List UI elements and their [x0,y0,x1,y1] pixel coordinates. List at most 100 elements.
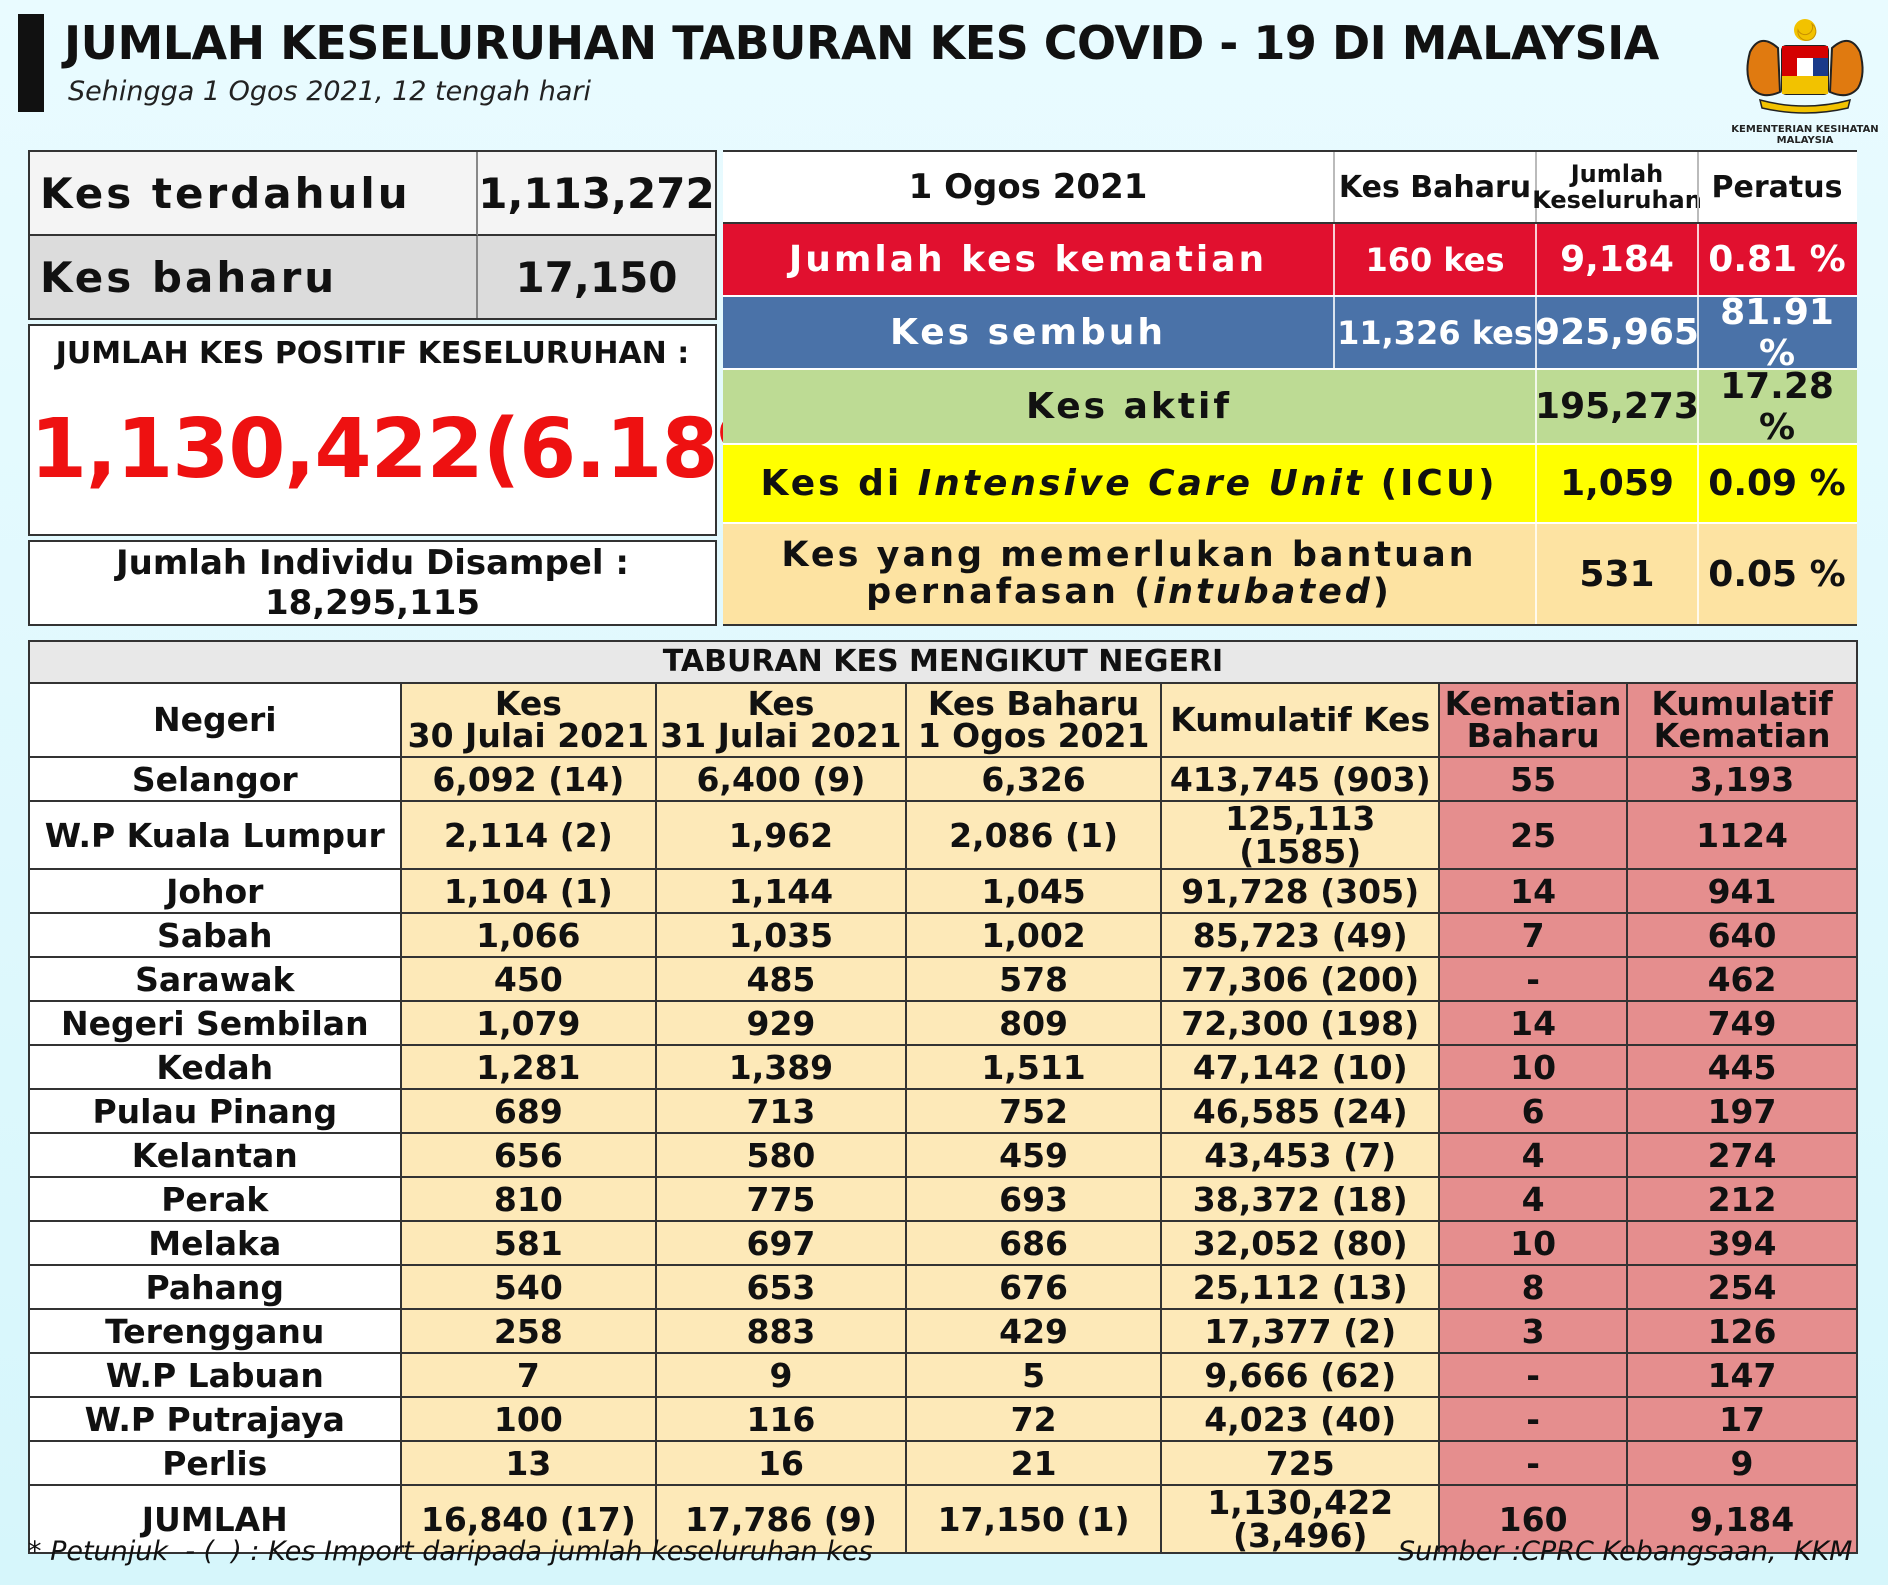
deaths-new: 4 [1438,1176,1629,1222]
cases-31-july: 1,962 [655,800,907,870]
total-positive-value: 1,130,422 [30,402,484,497]
deaths-cumulative: 126 [1626,1308,1858,1354]
header-kumulatif-kematian: Kumulatif Kematian [1626,682,1858,758]
cases-cumulative: 38,372 (18) [1160,1176,1441,1222]
cases-30-july: 689 [399,1088,658,1134]
ventilator-label: Kes yang memerlukan bantuan pernafasan (… [723,524,1535,624]
table-row: W.P Putrajaya 100 116 72 4,023 (40) -17 [28,1396,1858,1442]
cases-new: 21 [904,1440,1163,1486]
cases-cumulative: 25,112 (13) [1160,1264,1441,1310]
cases-31-july: 653 [655,1264,907,1310]
state-name: Kedah [28,1044,402,1090]
state-name: Terengganu [28,1308,402,1354]
cases-30-july: 1,066 [399,912,658,958]
cases-new: 752 [904,1088,1163,1134]
recovered-new: 11,326 kes [1333,297,1535,368]
logo-caption: KEMENTERIAN KESIHATAN MALAYSIA [1731,124,1879,146]
ministry-logo: KEMENTERIAN KESIHATAN MALAYSIA [1730,12,1880,146]
previous-cases-value: 1,113,272 [478,152,715,236]
deaths-new: 160 kes [1333,224,1535,295]
cases-31-july: 1,035 [655,912,907,958]
cases-30-july: 2,114 (2) [399,800,658,870]
cases-new: 459 [904,1132,1163,1178]
page-subtitle: Sehingga 1 Ogos 2021, 12 tengah hari [68,76,591,107]
deaths-new: 3 [1438,1308,1629,1354]
cases-31-july: 116 [655,1396,907,1442]
deaths-cumulative: 394 [1626,1220,1858,1266]
cases-30-july: 13 [399,1440,658,1486]
state-name: Sarawak [28,956,402,1002]
status-header-row: 1 Ogos 2021 Kes Baharu Jumlah Keseluruha… [723,152,1857,224]
icu-row: Kes di Intensive Care Unit (ICU) 1,059 0… [723,445,1857,524]
state-name: Negeri Sembilan [28,1000,402,1046]
state-name: Sabah [28,912,402,958]
cases-31-july: 580 [655,1132,907,1178]
cases-31-july: 9 [655,1352,907,1398]
state-name: JUMLAH [28,1484,402,1554]
ventilator-percent: 0.05 % [1697,524,1855,624]
icu-label-italic: Intensive Care Unit [917,463,1366,504]
deaths-new: 6 [1438,1088,1629,1134]
previous-cases-label: Kes terdahulu [30,152,478,236]
deaths-new: 8 [1438,1264,1629,1310]
cases-30-july: 16,840 (17) [399,1484,658,1554]
deaths-new: 10 [1438,1044,1629,1090]
icu-label-suffix: (ICU) [1365,463,1498,504]
table-row: Sabah 1,066 1,035 1,002 85,723 (49) 7 640 [28,912,1858,958]
table-row: Perlis 13 16 21 725-9 [28,1440,1858,1486]
icu-percent: 0.09 % [1697,445,1855,522]
cases-new: 1,002 [904,912,1163,958]
deaths-label: Jumlah kes kematian [788,239,1268,280]
cases-new: 17,150 (1) [904,1484,1163,1554]
cases-30-july: 540 [399,1264,658,1310]
table-row: Johor 1,104 (1) 1,144 1,045 91,728 (305) 14 94… [28,868,1858,914]
deaths-new: 7 [1438,912,1629,958]
cases-new: 676 [904,1264,1163,1310]
total-positive-label: JUMLAH KES POSITIF KESELURUHAN : [55,336,690,371]
state-name: Pulau Pinang [28,1088,402,1134]
table-row: Negeri Sembilan 1,079 929 809 72,300 (198) 14… [28,1000,1858,1046]
cases-30-july: 6,092 (14) [399,756,658,802]
cases-31-july: 929 [655,1000,907,1046]
cases-31-july: 713 [655,1088,907,1134]
cases-cumulative: 17,377 (2) [1160,1308,1441,1354]
table-row: Kedah 1,281 1,389 1,511 47,142 (10) 10 445 [28,1044,1858,1090]
header-kes-31-julai: Kes 31 Julai 2021 [655,682,907,758]
table-row: W.P Kuala Lumpur 2,114 (2) 1,962 2,086 (1) 1… [28,800,1858,870]
table-row: Pahang 540 653 676 25,112 (13) 8 254 [28,1264,1858,1310]
ventilator-label-prefix: pernafasan ( [866,572,1154,612]
cases-31-july: 883 [655,1308,907,1354]
state-name: W.P Labuan [28,1352,402,1398]
cases-cumulative: 85,723 (49) [1160,912,1441,958]
states-table-body: Selangor 6,092 (14) 6,400 (9) 6,326 413,745 … [28,756,1858,1554]
state-name: Perak [28,1176,402,1222]
table-row: Selangor 6,092 (14) 6,400 (9) 6,326 413,745 … [28,756,1858,802]
state-name: Melaka [28,1220,402,1266]
table-row: Melaka 581 697 686 32,052 (80) 10 394 [28,1220,1858,1266]
deaths-new: 55 [1438,756,1629,802]
table-row: Perak 810 775 693 38,372 (18) 4 212 [28,1176,1858,1222]
icu-label: Kes di Intensive Care Unit (ICU) [723,445,1535,522]
deaths-new: - [1438,1352,1629,1398]
status-col-new: Kes Baharu [1333,152,1535,222]
state-name: Johor [28,868,402,914]
table-row: Sarawak 450 485 578 77,306 (200) -462 [28,956,1858,1002]
cases-new: 2,086 (1) [904,800,1163,870]
cases-31-july: 17,786 (9) [655,1484,907,1554]
state-name: W.P Kuala Lumpur [28,800,402,870]
deaths-row: Jumlah kes kematian 160 kes 9,184 0.81 % [723,224,1857,297]
deaths-cumulative: 462 [1626,956,1858,1002]
cases-30-july: 581 [399,1220,658,1266]
recovered-total: 925,965 [1535,297,1699,368]
states-table-header-row: Negeri Kes 30 Julai 2021 Kes 31 Julai 2021… [28,682,1858,758]
state-name: Selangor [28,756,402,802]
cases-cumulative: 125,113 (1585) [1160,800,1441,870]
deaths-cumulative: 254 [1626,1264,1858,1310]
cases-new: 686 [904,1220,1163,1266]
deaths-cumulative: 1124 [1626,800,1858,870]
cases-cumulative: 46,585 (24) [1160,1088,1441,1134]
cases-new: 1,511 [904,1044,1163,1090]
total-positive-box: JUMLAH KES POSITIF KESELURUHAN : 1,130,4… [28,324,836,536]
deaths-new: - [1438,1396,1629,1442]
cases-cumulative: 43,453 (7) [1160,1132,1441,1178]
